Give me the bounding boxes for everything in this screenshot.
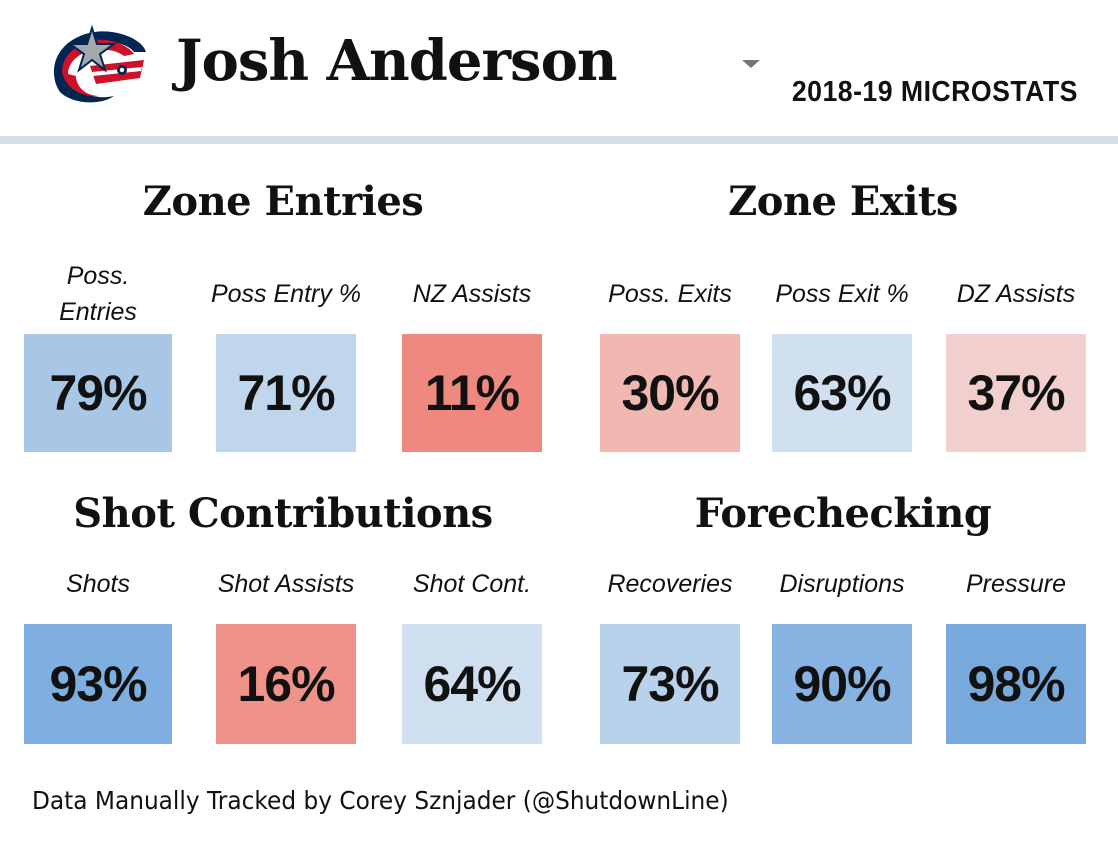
metric-tile-poss-exits: 30%	[600, 334, 740, 452]
caret-down-icon[interactable]	[742, 60, 760, 68]
section-title-zone-entries: Zone Entries	[142, 178, 424, 225]
metric-label-disruptions: Disruptions	[779, 570, 905, 598]
header-divider	[0, 136, 1118, 144]
player-name: Josh Anderson	[176, 28, 618, 94]
metric-tile-recoveries: 73%	[600, 624, 740, 744]
metric-tile-pressure: 98%	[946, 624, 1086, 744]
section-title-shot-contributions: Shot Contributions	[73, 490, 493, 537]
metric-label-recoveries: Recoveries	[607, 570, 733, 598]
metric-label-dz-assists: DZ Assists	[956, 280, 1076, 308]
data-credit: Data Manually Tracked by Corey Sznjader …	[32, 786, 729, 815]
header	[0, 0, 1118, 136]
section-title-zone-exits: Zone Exits	[728, 178, 958, 225]
blue-jackets-logo-icon	[54, 24, 146, 103]
metric-label-nz-assists: NZ Assists	[412, 280, 532, 308]
metric-label-shot-assists: Shot Assists	[217, 570, 355, 598]
metric-tile-poss-entry-pct: 71%	[216, 334, 356, 452]
metric-label-poss-exit-pct: Poss Exit %	[775, 280, 909, 308]
metric-tile-disruptions: 90%	[772, 624, 912, 744]
metric-label-poss-exits: Poss. Exits	[608, 280, 732, 308]
metric-label-poss-entry-pct: Poss Entry %	[210, 280, 362, 308]
metric-tile-nz-assists: 11%	[402, 334, 542, 452]
metric-label-pressure: Pressure	[965, 570, 1067, 598]
metric-label-shot-cont: Shot Cont.	[412, 570, 532, 598]
metric-tile-dz-assists: 37%	[946, 334, 1086, 452]
metric-label-shots: Shots	[66, 570, 130, 598]
section-title-forechecking: Forechecking	[694, 490, 992, 537]
metric-label-line: Poss. Entries	[59, 262, 137, 326]
metric-tile-poss-exit-pct: 63%	[772, 334, 912, 452]
metric-tile-shot-assists: 16%	[216, 624, 356, 744]
season-label: 2018-19 MICROSTATS	[791, 76, 1078, 108]
metric-label-poss-entries: Poss. Entries	[24, 258, 172, 330]
metric-tile-shot-cont: 64%	[402, 624, 542, 744]
metric-tile-shots: 93%	[24, 624, 172, 744]
metric-tile-poss-entries: 79%	[24, 334, 172, 452]
